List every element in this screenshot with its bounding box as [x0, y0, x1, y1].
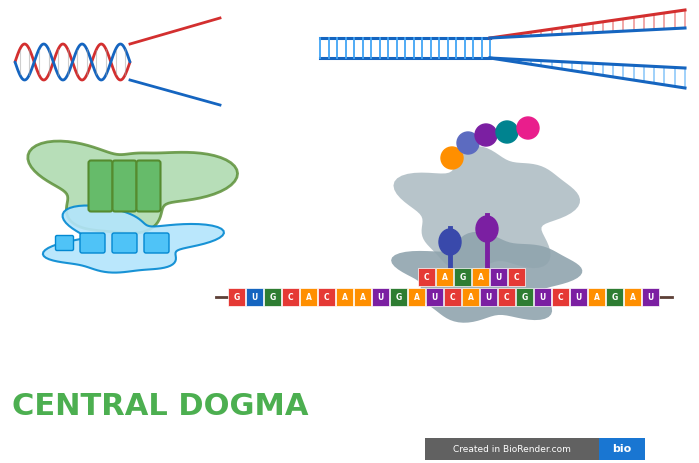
- Text: G: G: [612, 293, 618, 301]
- FancyBboxPatch shape: [624, 288, 641, 306]
- Circle shape: [441, 147, 463, 169]
- FancyBboxPatch shape: [354, 288, 371, 306]
- FancyBboxPatch shape: [390, 288, 407, 306]
- Text: bio: bio: [612, 444, 632, 454]
- FancyBboxPatch shape: [112, 233, 137, 253]
- Text: A: A: [468, 293, 473, 301]
- Text: A: A: [477, 273, 484, 282]
- Text: CENTRAL DOGMA: CENTRAL DOGMA: [12, 392, 308, 421]
- Text: G: G: [396, 293, 402, 301]
- Text: G: G: [459, 273, 466, 282]
- FancyBboxPatch shape: [408, 288, 425, 306]
- Text: U: U: [575, 293, 582, 301]
- Text: G: G: [233, 293, 240, 301]
- FancyBboxPatch shape: [552, 288, 569, 306]
- FancyBboxPatch shape: [136, 161, 161, 212]
- Circle shape: [517, 117, 539, 139]
- FancyBboxPatch shape: [498, 288, 515, 306]
- Text: U: U: [252, 293, 258, 301]
- FancyBboxPatch shape: [599, 438, 645, 460]
- Text: A: A: [593, 293, 600, 301]
- Text: U: U: [540, 293, 546, 301]
- FancyBboxPatch shape: [113, 161, 136, 212]
- Circle shape: [475, 124, 497, 146]
- Text: A: A: [342, 293, 347, 301]
- Text: C: C: [424, 273, 429, 282]
- FancyBboxPatch shape: [570, 288, 587, 306]
- Text: U: U: [377, 293, 384, 301]
- Ellipse shape: [439, 229, 461, 255]
- Text: U: U: [496, 273, 502, 282]
- FancyBboxPatch shape: [462, 288, 479, 306]
- FancyBboxPatch shape: [436, 268, 453, 286]
- Text: Created in BioRender.com: Created in BioRender.com: [453, 444, 571, 453]
- FancyBboxPatch shape: [80, 233, 105, 253]
- FancyBboxPatch shape: [426, 288, 443, 306]
- Circle shape: [496, 121, 518, 143]
- FancyBboxPatch shape: [336, 288, 353, 306]
- Polygon shape: [43, 206, 224, 273]
- FancyBboxPatch shape: [454, 268, 471, 286]
- FancyBboxPatch shape: [444, 288, 461, 306]
- Ellipse shape: [476, 216, 498, 242]
- Polygon shape: [391, 232, 582, 323]
- FancyBboxPatch shape: [228, 288, 245, 306]
- Text: C: C: [324, 293, 329, 301]
- Polygon shape: [394, 146, 580, 272]
- Text: C: C: [558, 293, 563, 301]
- Text: G: G: [269, 293, 275, 301]
- FancyBboxPatch shape: [516, 288, 533, 306]
- Text: C: C: [504, 293, 510, 301]
- FancyBboxPatch shape: [144, 233, 169, 253]
- Text: C: C: [449, 293, 455, 301]
- Text: A: A: [305, 293, 312, 301]
- Text: C: C: [288, 293, 294, 301]
- FancyBboxPatch shape: [418, 268, 435, 286]
- FancyBboxPatch shape: [508, 268, 525, 286]
- FancyBboxPatch shape: [588, 288, 605, 306]
- FancyBboxPatch shape: [480, 288, 497, 306]
- FancyBboxPatch shape: [55, 236, 73, 250]
- FancyBboxPatch shape: [300, 288, 317, 306]
- Circle shape: [457, 132, 479, 154]
- Polygon shape: [28, 141, 238, 233]
- Text: A: A: [359, 293, 366, 301]
- Text: C: C: [514, 273, 519, 282]
- FancyBboxPatch shape: [534, 288, 551, 306]
- FancyBboxPatch shape: [318, 288, 335, 306]
- Text: A: A: [414, 293, 419, 301]
- FancyBboxPatch shape: [89, 161, 113, 212]
- FancyBboxPatch shape: [282, 288, 299, 306]
- Text: A: A: [442, 273, 447, 282]
- FancyBboxPatch shape: [264, 288, 281, 306]
- FancyBboxPatch shape: [372, 288, 389, 306]
- FancyBboxPatch shape: [472, 268, 489, 286]
- Text: U: U: [647, 293, 654, 301]
- Text: G: G: [521, 293, 528, 301]
- FancyBboxPatch shape: [246, 288, 263, 306]
- FancyBboxPatch shape: [490, 268, 507, 286]
- Text: U: U: [431, 293, 438, 301]
- FancyBboxPatch shape: [606, 288, 623, 306]
- FancyBboxPatch shape: [425, 438, 645, 460]
- FancyBboxPatch shape: [642, 288, 659, 306]
- Text: A: A: [630, 293, 635, 301]
- Text: U: U: [485, 293, 491, 301]
